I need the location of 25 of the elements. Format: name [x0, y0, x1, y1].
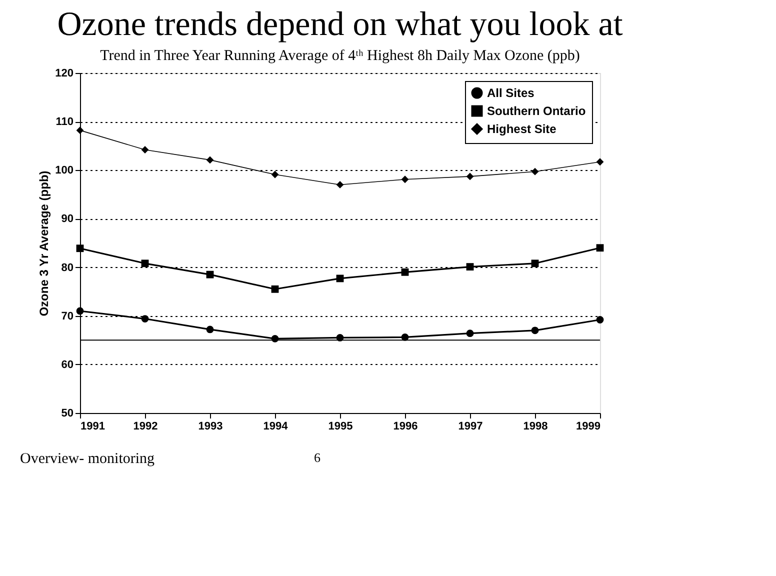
x-tick-label: 1996: [393, 420, 418, 432]
legend-label: Southern Ontario: [487, 104, 586, 118]
chart-subtitle: Trend in Three Year Running Average of 4ᵗʰ Highest 8h Daily Max Ozone (ppb): [100, 48, 580, 64]
x-tick-label: 1999: [576, 420, 600, 432]
y-tick-label: 120: [55, 68, 74, 80]
y-tick-label: 110: [56, 116, 74, 128]
y-tick-label: 100: [55, 164, 74, 177]
x-tick-label: 1995: [328, 420, 353, 432]
x-tick-label: 1998: [523, 420, 548, 432]
legend-label: All Sites: [487, 86, 535, 100]
y-tick-label: 70: [61, 310, 74, 322]
text: 6: [314, 450, 321, 465]
x-tick-label: 1993: [198, 420, 223, 432]
legend-label: Highest Site: [487, 122, 557, 136]
y-tick-label: 50: [61, 408, 74, 420]
x-tick-label: 1991: [80, 420, 105, 432]
text: Overview- monitoring: [20, 451, 156, 467]
y-tick-label: 80: [61, 262, 74, 274]
x-tick-label: 1992: [133, 420, 158, 432]
y-tick-label: 60: [61, 358, 74, 371]
y-axis-title: Ozone 3 Yr Average (ppb): [37, 170, 52, 316]
y-tick-label: 90: [61, 213, 74, 226]
x-tick-label: 1997: [458, 420, 483, 432]
chart-title: Ozone trends depend on what you look at: [57, 6, 624, 43]
x-tick-label: 1994: [263, 420, 289, 432]
